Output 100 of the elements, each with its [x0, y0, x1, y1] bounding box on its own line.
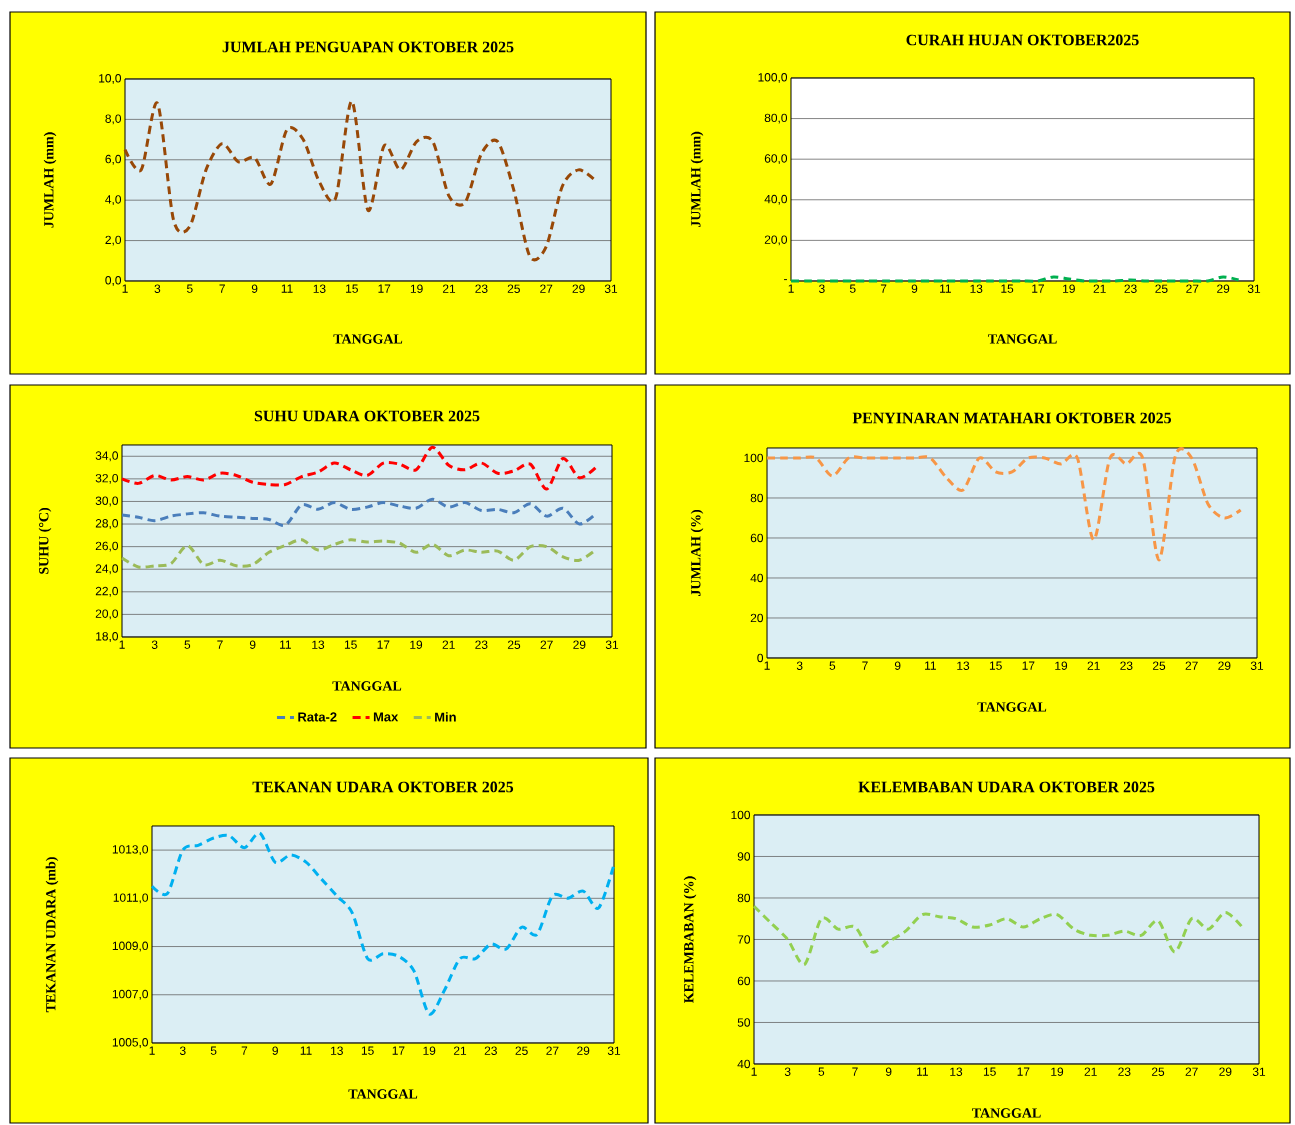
- x-tick-label: 21: [1084, 1067, 1097, 1076]
- x-tick-label: 29: [572, 284, 585, 293]
- y-tick-label: 1007,0: [112, 989, 149, 1000]
- x-tick-label: 9: [249, 640, 256, 649]
- x-tick-label: 17: [378, 284, 391, 293]
- x-axis-title: TANGGAL: [987, 334, 1057, 344]
- x-tick-label: 13: [312, 640, 325, 649]
- legend-label: Max: [373, 712, 399, 722]
- line-series: [120, 445, 598, 491]
- y-tick-label: 100: [744, 453, 764, 463]
- x-tick-label: 9: [251, 284, 258, 293]
- x-tick-label: 7: [241, 1046, 248, 1055]
- x-tick-label: 29: [1217, 284, 1230, 293]
- x-tick-label: 3: [179, 1046, 186, 1055]
- x-tick-label: 5: [186, 284, 193, 293]
- y-axis-title: JUMLAH (mm): [43, 132, 57, 228]
- x-tick-label: 1: [764, 661, 770, 670]
- x-tick-label: 19: [423, 1046, 436, 1055]
- y-tick-label: 4,0: [105, 195, 122, 206]
- x-tick-label: 15: [1001, 284, 1014, 293]
- x-tick-label: 23: [1118, 1067, 1131, 1076]
- x-tick-label: 1: [149, 1046, 155, 1055]
- y-tick-label: 80: [737, 893, 751, 903]
- x-tick-label: 7: [217, 640, 223, 649]
- x-tick-label: 7: [219, 284, 225, 293]
- x-tick-label: 31: [607, 1046, 621, 1055]
- y-axis-title: JUMLAH (mm): [690, 131, 704, 228]
- x-tick-label: 3: [154, 284, 161, 293]
- y-tick-label: 24,0: [95, 564, 119, 575]
- x-tick-label: 19: [410, 284, 423, 293]
- y-tick-label: 2,0: [105, 235, 122, 246]
- x-tick-label: 13: [970, 284, 983, 293]
- x-tick-label: 17: [377, 640, 390, 649]
- y-tick-label: 0: [757, 653, 764, 663]
- x-tick-label: 21: [1087, 661, 1100, 670]
- x-tick-label: 7: [852, 1067, 858, 1076]
- y-tick-label: 50: [737, 1018, 751, 1027]
- x-tick-label: 3: [784, 1067, 791, 1076]
- x-tick-label: 15: [346, 284, 358, 293]
- x-tick-label: 31: [604, 284, 618, 293]
- x-tick-label: 17: [1032, 284, 1044, 293]
- x-tick-label: 31: [1247, 284, 1261, 293]
- x-tick-label: 23: [1120, 661, 1133, 670]
- x-tick-label: 17: [1022, 661, 1035, 670]
- x-tick-label: 5: [849, 284, 856, 293]
- chart-title: PENYINARAN MATAHARI OKTOBER 2025: [852, 412, 1172, 424]
- x-tick-label: 13: [331, 1046, 343, 1055]
- y-tick-label: 6,0: [105, 154, 122, 165]
- y-tick-label: 20: [750, 613, 764, 623]
- line-series: [150, 831, 616, 1016]
- y-tick-label: 20,0: [95, 609, 119, 620]
- y-tick-label: -: [784, 279, 787, 281]
- x-tick-label: 7: [862, 661, 868, 670]
- y-tick-label: 60: [750, 533, 764, 543]
- x-axis-title: TANGGAL: [332, 681, 402, 691]
- x-tick-label: 31: [1250, 661, 1264, 670]
- x-tick-label: 11: [300, 1046, 312, 1055]
- x-tick-label: 1: [122, 284, 128, 293]
- x-tick-label: 1: [788, 284, 794, 293]
- x-tick-label: 11: [917, 1067, 928, 1076]
- y-tick-label: 60: [737, 976, 751, 986]
- y-axis-title: SUHU (°C): [38, 508, 52, 574]
- x-tick-label: 31: [605, 640, 619, 649]
- x-tick-label: 11: [925, 661, 936, 670]
- x-tick-label: 21: [442, 284, 456, 293]
- x-tick-label: 13: [313, 284, 326, 293]
- x-tick-label: 9: [894, 661, 901, 670]
- x-tick-label: 21: [442, 640, 455, 649]
- x-tick-label: 27: [1186, 284, 1199, 293]
- y-axis-title: KELEMBABAN (%): [683, 876, 697, 1003]
- y-tick-label: 10,0: [99, 74, 122, 84]
- chart-title: JUMLAH PENGUAPAN OKTOBER 2025: [222, 41, 514, 53]
- x-tick-label: 9: [911, 284, 918, 293]
- x-tick-label: 1: [119, 640, 125, 649]
- x-tick-label: 23: [475, 640, 488, 649]
- x-tick-label: 25: [1155, 284, 1168, 293]
- x-tick-label: 19: [1063, 284, 1075, 293]
- chart-title: KELEMBABAN UDARA OKTOBER 2025: [858, 781, 1155, 793]
- y-tick-label: 20,0: [764, 235, 788, 246]
- x-tick-label: 13: [950, 1067, 963, 1076]
- x-tick-label: 19: [1051, 1067, 1064, 1076]
- y-tick-label: 1009,0: [112, 941, 149, 952]
- chart-title: SUHU UDARA OKTOBER 2025: [254, 410, 480, 422]
- x-tick-label: 9: [272, 1046, 278, 1055]
- x-tick-label: 19: [410, 640, 423, 649]
- x-tick-label: 5: [184, 640, 191, 649]
- x-tick-label: 15: [361, 1046, 374, 1055]
- x-tick-label: 25: [507, 284, 520, 293]
- x-axis-title: TANGGAL: [348, 1089, 418, 1099]
- legend-label: Rata-2: [298, 712, 337, 722]
- y-tick-label: 90: [737, 852, 751, 861]
- x-tick-label: 29: [1219, 1067, 1232, 1076]
- x-tick-label: 27: [1185, 661, 1198, 670]
- x-tick-label: 25: [1152, 661, 1166, 670]
- y-tick-label: 1005,0: [112, 1038, 149, 1048]
- x-tick-label: 13: [957, 661, 970, 670]
- y-tick-label: 40: [750, 573, 764, 583]
- x-tick-label: 3: [819, 284, 825, 293]
- x-tick-label: 15: [344, 640, 357, 649]
- x-tick-label: 3: [151, 640, 158, 649]
